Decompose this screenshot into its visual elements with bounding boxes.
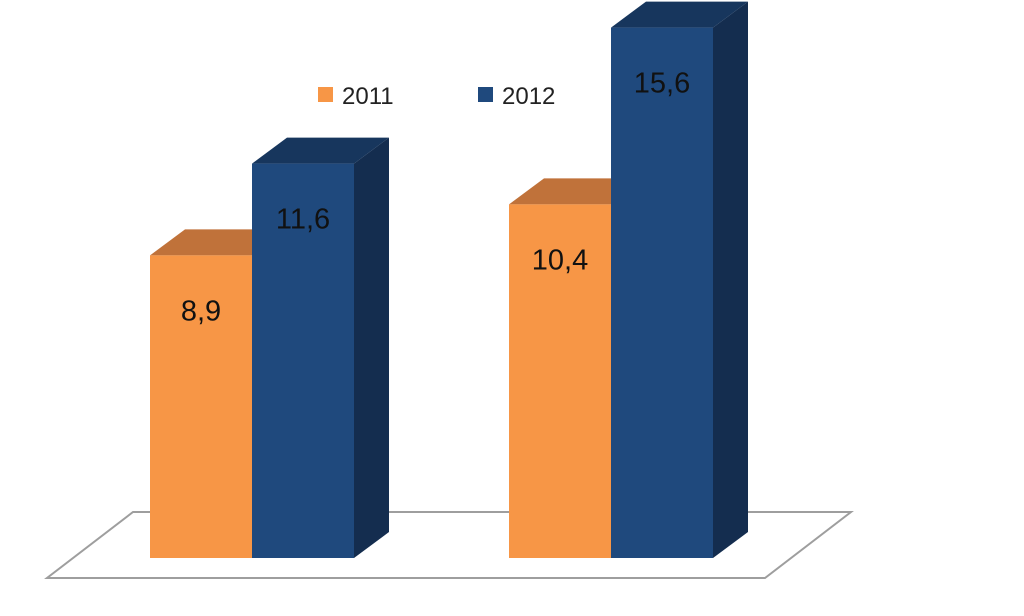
bar-front-2012-1 [252,163,354,558]
data-label-2012-1: 11,6 [276,204,330,236]
data-label-2011-2: 10,4 [532,244,588,276]
legend-swatch-2012 [478,87,493,102]
legend-swatch-2011 [318,87,333,102]
data-label-2012-2: 15,6 [634,68,690,100]
bar-front-2011-1 [150,255,252,558]
legend: 2011 2012 [318,83,555,110]
legend-label-2011: 2011 [342,83,394,110]
bar-top-2012-1 [252,137,389,164]
data-label-2011-1: 8,9 [181,295,221,327]
bar-top-2012-2 [611,1,748,28]
bar-side-2012-1 [354,137,389,558]
bars-layer: 8,9 11,6 10,4 15,6 [150,1,748,559]
legend-label-2012: 2012 [502,83,555,110]
bar-2012-1: 11,6 [252,137,389,558]
bar-2012-2: 15,6 [611,1,748,559]
bar-front-2012-2 [611,27,713,559]
bar-front-2011-2 [509,204,611,558]
bar-side-2012-2 [713,1,748,559]
